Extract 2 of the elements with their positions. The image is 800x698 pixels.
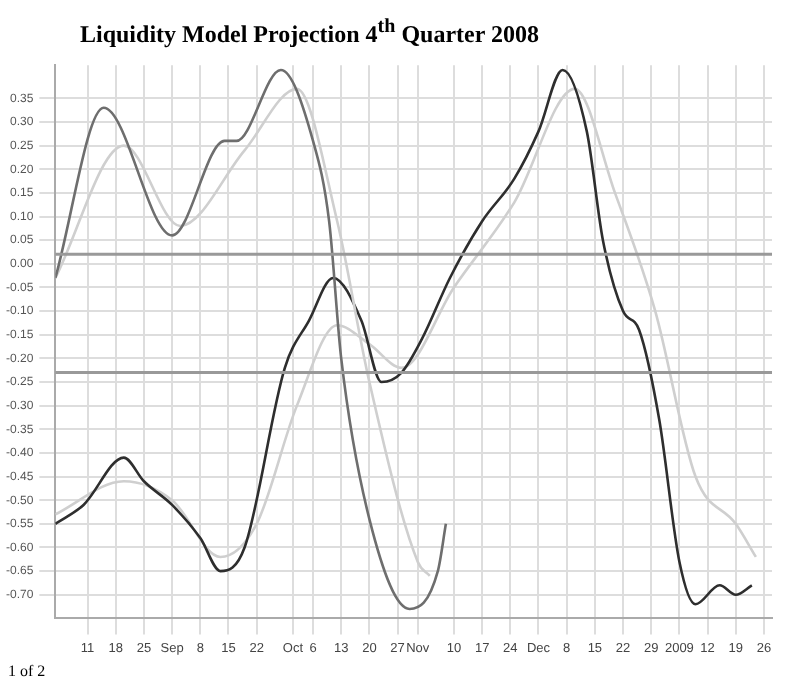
text: 1 of 2 bbox=[6, 662, 48, 680]
chart-title: Liquidity Model Projection 4$^{th}$ Quarter 2008 bbox=[78, 14, 541, 52]
